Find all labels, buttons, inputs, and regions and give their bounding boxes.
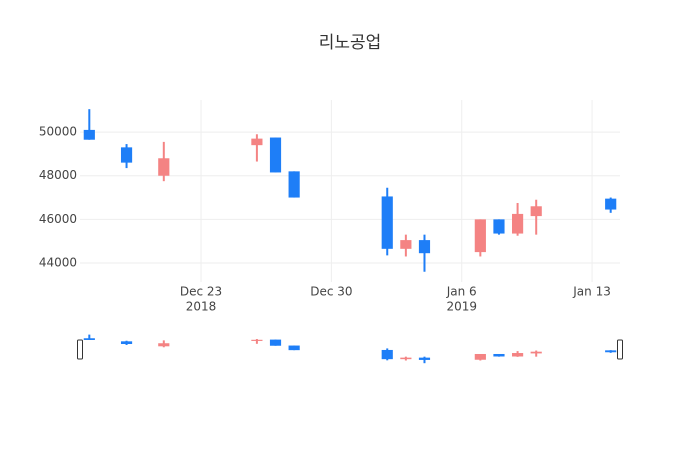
slider-candle-body — [83, 338, 95, 340]
candle-body — [288, 171, 300, 198]
candle-body — [474, 219, 486, 253]
chart-title: 리노공업 — [319, 33, 382, 53]
x-tick-label: Jan 6 — [446, 285, 477, 299]
x-year-label: 2019 — [446, 300, 477, 314]
range-handle — [617, 339, 623, 360]
range-slider — [80, 333, 620, 365]
candle-body — [251, 138, 263, 146]
y-tick-label: 48000 — [39, 168, 77, 182]
y-tick-label: 50000 — [39, 125, 77, 139]
candle-body — [158, 158, 170, 176]
candle-body — [605, 198, 617, 210]
candle-body — [269, 137, 282, 173]
slider-candle-body — [120, 341, 133, 345]
slider-candle-body — [474, 353, 486, 360]
x-year-label: 2018 — [186, 300, 217, 314]
candle-body — [381, 196, 393, 249]
candle-body — [418, 240, 431, 254]
slider-candle-body — [530, 351, 542, 354]
candle-body — [83, 129, 95, 140]
y-tick-label: 46000 — [39, 212, 77, 226]
x-tick-label: Jan 13 — [572, 285, 611, 299]
x-tick-label: Dec 30 — [310, 285, 352, 299]
slider-candle-body — [381, 349, 393, 360]
range-handle — [77, 339, 83, 360]
slider-candle-body — [251, 339, 263, 341]
slider-candle-body — [512, 353, 524, 357]
candle-body — [493, 219, 505, 234]
y-tick-label: 44000 — [39, 256, 77, 270]
slider-candle-body — [493, 353, 505, 357]
candle-body — [530, 206, 542, 217]
candle-body — [120, 147, 133, 163]
x-tick-label: Dec 23 — [180, 285, 222, 299]
slider-candle-body — [288, 345, 300, 351]
slider-candle-body — [400, 357, 412, 360]
candle-body — [400, 240, 412, 249]
slider-candle-body — [418, 357, 431, 360]
candle-body — [512, 213, 524, 234]
slider-candle-body — [605, 350, 617, 353]
slider-candle-body — [269, 339, 282, 346]
slider-candle-body — [158, 343, 170, 347]
